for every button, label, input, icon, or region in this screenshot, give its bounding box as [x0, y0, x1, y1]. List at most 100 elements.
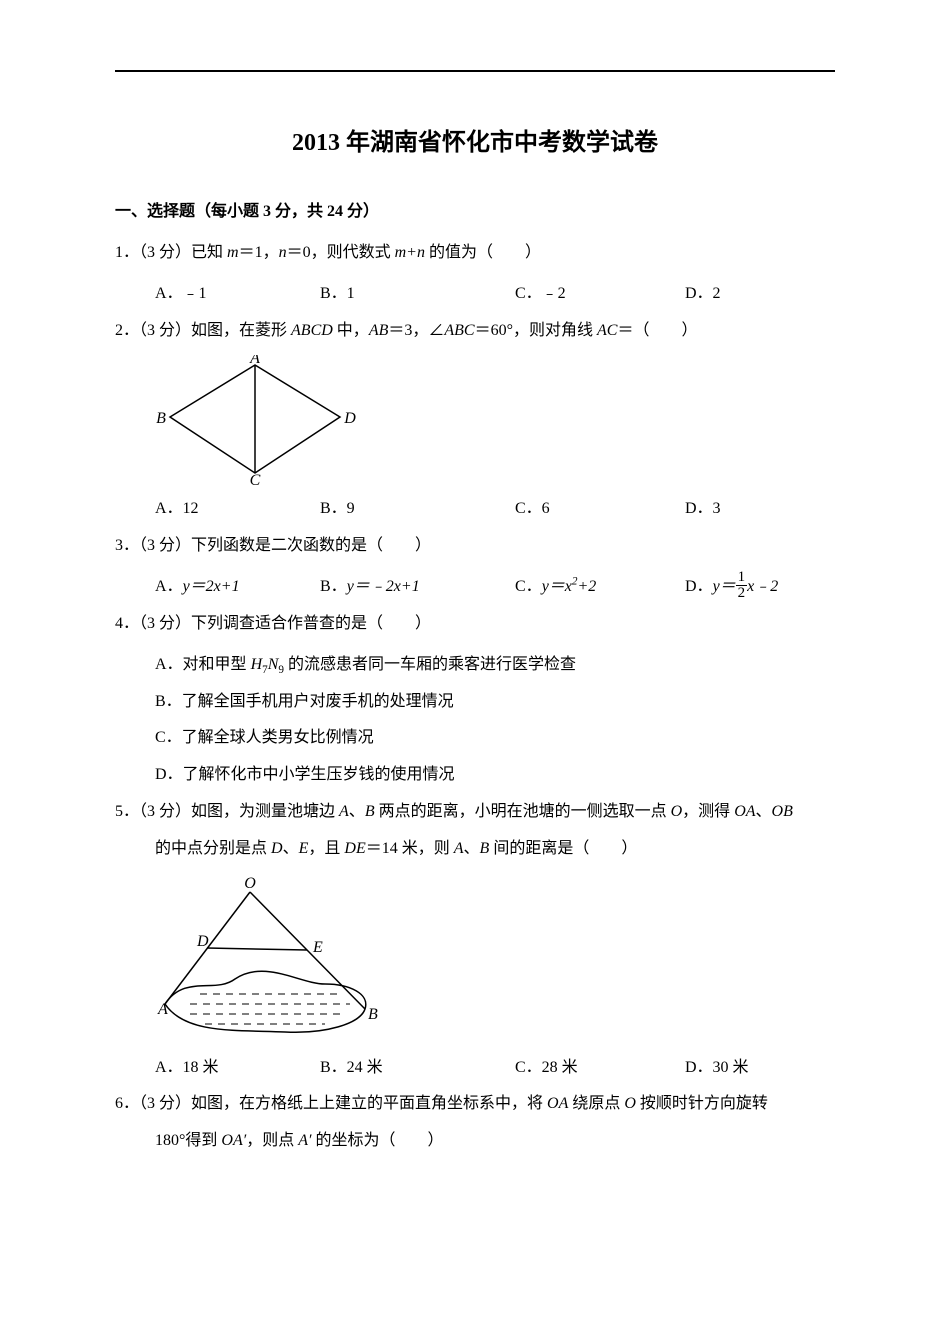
frac-num: 1 — [736, 570, 748, 586]
top-rule — [115, 70, 835, 72]
exam-page: 2013 年湖南省怀化市中考数学试卷 一、选择题（每小题 3 分，共 24 分）… — [0, 0, 950, 1204]
label-a: A — [249, 355, 260, 367]
q4-a-post: 的流感患者同一车厢的乘客进行医学检查 — [284, 656, 576, 673]
exam-title: 2013 年湖南省怀化市中考数学试卷 — [115, 122, 835, 157]
label-c: C — [250, 472, 261, 485]
q1-option-c: C．﹣2 — [515, 276, 685, 313]
q5-l2-part: ，且 — [308, 840, 344, 857]
q2-stem-part: 中， — [333, 322, 369, 339]
q3-stem: 3．（3 分）下列函数是二次函数的是（ ） — [115, 528, 835, 565]
q3-d-eq1: y＝ — [713, 578, 736, 595]
label-d: D — [343, 410, 356, 427]
q2-ab: AB — [369, 322, 389, 339]
q1-stem-part: ＝1， — [239, 244, 279, 261]
q5-l2-part: ＝14 米，则 — [366, 840, 454, 857]
q2-options: A．12 B．9 C．6 D．3 — [115, 491, 835, 528]
q5-l2-part: 间的距离是（ ） — [489, 840, 637, 857]
q4-options: A．对和甲型 H7N9 的流感患者同一车厢的乘客进行医学检查 B．了解全国手机用… — [115, 647, 835, 794]
question-6: 6．（3 分）如图，在方格纸上上建立的平面直角坐标系中，将 OA 绕原点 O 按… — [115, 1086, 835, 1160]
q5-option-c: C．28 米 — [515, 1050, 685, 1087]
q2-option-a: A．12 — [155, 491, 320, 528]
q5-l2-a2: A — [454, 840, 464, 857]
q5-l2-part: 、 — [283, 840, 299, 857]
q4-option-b: B．了解全国手机用户对废手机的处理情况 — [155, 684, 835, 721]
q5-option-b: B．24 米 — [320, 1050, 515, 1087]
q5-l1-part: ，测得 — [682, 803, 734, 820]
q5-l2-e: E — [299, 840, 309, 857]
q5-l1-o: O — [671, 803, 683, 820]
q6-l1-oa: OA — [547, 1095, 568, 1112]
q5-options: A．18 米 B．24 米 C．28 米 D．30 米 — [115, 1050, 835, 1087]
q3-option-c: C．y＝x2+2 — [515, 569, 685, 606]
q3-c-eq1: y＝x — [542, 578, 572, 595]
q5-l1-ob: OB — [772, 803, 793, 820]
q5-line2: 的中点分别是点 D、E，且 DE＝14 米，则 A、B 间的距离是（ ） — [115, 831, 835, 868]
q5-l2-part: 的中点分别是点 — [155, 840, 271, 857]
q3-c-pre: C． — [515, 578, 542, 595]
q6-l1-part: 按顺时针方向旋转 — [636, 1095, 768, 1112]
question-2: 2．（3 分）如图，在菱形 ABCD 中，AB＝3，∠ABC＝60°，则对角线 … — [115, 313, 835, 350]
q3-option-a: A．y＝2x+1 — [155, 569, 320, 606]
q6-l2-oa: OA′ — [221, 1132, 246, 1149]
frac-den: 2 — [736, 586, 748, 601]
q3-a-eq: y＝2x+1 — [183, 578, 240, 595]
q3-d-frac: 12 — [736, 570, 748, 601]
line-de — [207, 948, 307, 950]
q1-stem-part: 1．（3 分）已知 — [115, 244, 227, 261]
q3-d-pre: D． — [685, 578, 713, 595]
q1-stem-part: 的值为（ ） — [425, 244, 541, 261]
q2-abc: ABC — [444, 322, 474, 339]
q1-var-mn: m+n — [395, 244, 425, 261]
q1-option-d: D．2 — [685, 276, 721, 313]
q5-l1-b: B — [365, 803, 375, 820]
q2-figure: A B C D — [115, 355, 835, 485]
q5-l1-part: 5．（3 分）如图，为测量池塘边 — [115, 803, 339, 820]
label-b: B — [368, 1006, 378, 1023]
q4-option-a: A．对和甲型 H7N9 的流感患者同一车厢的乘客进行医学检查 — [155, 647, 835, 684]
q1-stem-part: ＝0，则代数式 — [287, 244, 395, 261]
q2-option-c: C．6 — [515, 491, 685, 528]
q3-options: A．y＝2x+1 B．y＝﹣2x+1 C．y＝x2+2 D．y＝12x﹣2 — [115, 569, 835, 606]
q3-c-eq2: +2 — [578, 578, 597, 595]
question-5: 5．（3 分）如图，为测量池塘边 A、B 两点的距离，小明在池塘的一侧选取一点 … — [115, 794, 835, 868]
q5-option-d: D．30 米 — [685, 1050, 749, 1087]
q1-var-m: m — [227, 244, 239, 261]
q5-l1-part: 、 — [349, 803, 365, 820]
q3-b-pre: B． — [320, 578, 347, 595]
label-d: D — [196, 933, 209, 950]
q5-line1: 5．（3 分）如图，为测量池塘边 A、B 两点的距离，小明在池塘的一侧选取一点 … — [115, 794, 835, 831]
q6-l1-part: 6．（3 分）如图，在方格纸上上建立的平面直角坐标系中，将 — [115, 1095, 547, 1112]
q2-option-b: B．9 — [320, 491, 515, 528]
pond-outline — [165, 971, 366, 1032]
q3-b-eq: y＝﹣2x+1 — [347, 578, 420, 595]
q5-l2-part: 、 — [464, 840, 480, 857]
section-1-heading: 一、选择题（每小题 3 分，共 24 分） — [115, 197, 835, 221]
q3-option-b: B．y＝﹣2x+1 — [320, 569, 515, 606]
q2-ac: AC — [597, 322, 617, 339]
question-4: 4．（3 分）下列调查适合作普查的是（ ） — [115, 606, 835, 643]
water-lines — [190, 994, 350, 1024]
q5-l1-a: A — [339, 803, 349, 820]
q1-var-n: n — [279, 244, 287, 261]
q6-l1-part: 绕原点 — [568, 1095, 624, 1112]
q6-l2-part: 的坐标为（ ） — [312, 1132, 444, 1149]
q5-l1-part: 两点的距离，小明在池塘的一侧选取一点 — [375, 803, 671, 820]
label-a: A — [157, 1001, 168, 1018]
q2-abcd: ABCD — [291, 322, 333, 339]
q6-l2-part: ，则点 — [246, 1132, 298, 1149]
q3-option-d: D．y＝12x﹣2 — [685, 569, 778, 606]
q6-l2-a: A′ — [298, 1132, 311, 1149]
q2-stem-part: 2．（3 分）如图，在菱形 — [115, 322, 291, 339]
q5-l1-oa: OA — [734, 803, 755, 820]
q4-n: N — [268, 656, 279, 673]
q4-stem: 4．（3 分）下列调查适合作普查的是（ ） — [115, 606, 835, 643]
line-ob — [250, 892, 365, 1009]
q1-stem: 1．（3 分）已知 m＝1，n＝0，则代数式 m+n 的值为（ ） — [115, 235, 835, 272]
q5-l2-b2: B — [480, 840, 490, 857]
rhombus-diagram: A B C D — [155, 355, 360, 485]
q4-option-d: D．了解怀化市中小学生压岁钱的使用情况 — [155, 757, 835, 794]
q6-line2: 180°得到 OA′，则点 A′ 的坐标为（ ） — [115, 1123, 835, 1160]
q3-d-eq2: x﹣2 — [747, 578, 778, 595]
q4-h: H — [251, 656, 263, 673]
question-3: 3．（3 分）下列函数是二次函数的是（ ） — [115, 528, 835, 565]
